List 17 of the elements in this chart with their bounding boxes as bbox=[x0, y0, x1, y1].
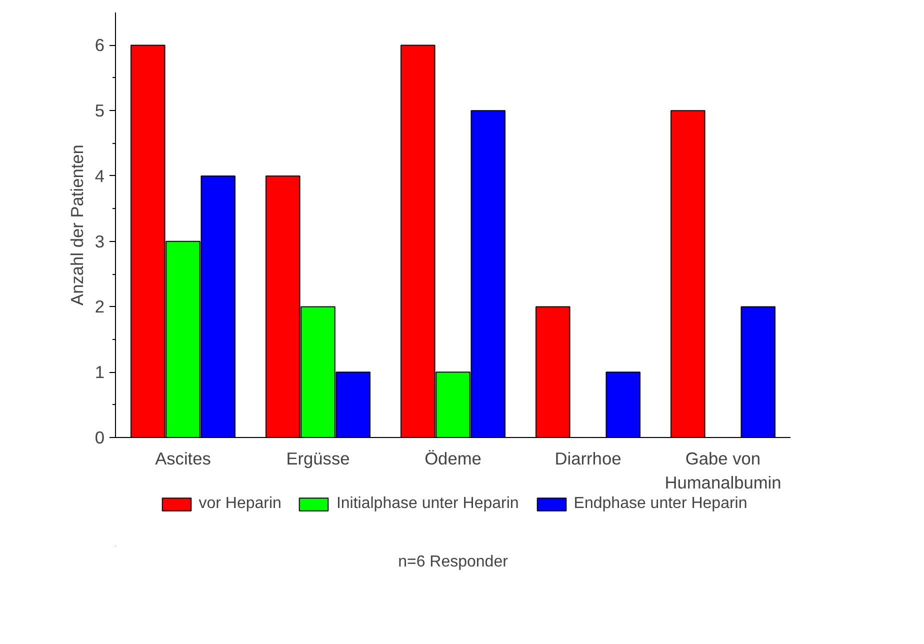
y-tick-label: 6 bbox=[94, 35, 105, 56]
legend-label: Endphase unter Heparin bbox=[574, 495, 748, 513]
y-tick-label: 5 bbox=[94, 100, 105, 121]
x-tick-label: Diarrhoe bbox=[554, 448, 622, 468]
x-tick-label: Ergüsse bbox=[286, 448, 350, 468]
x-tick-label: Ascites bbox=[155, 448, 212, 468]
y-tick-label: 3 bbox=[94, 231, 105, 252]
y-tick-label: 0 bbox=[94, 428, 105, 448]
legend-label: Initialphase unter Heparin bbox=[336, 495, 519, 513]
y-tick-label: 1 bbox=[94, 362, 105, 382]
x-tick-label: Ödeme bbox=[424, 448, 482, 468]
y-axis-title: Anzahl der Patienten bbox=[66, 144, 87, 306]
y-tick-label: 4 bbox=[94, 166, 105, 186]
x-tick-label: Gabe von Humanalbumin bbox=[664, 448, 782, 492]
legend-label: vor Heparin bbox=[198, 495, 282, 513]
text: n=6 Responder bbox=[398, 554, 509, 570]
y-tick-label: 2 bbox=[94, 296, 105, 317]
